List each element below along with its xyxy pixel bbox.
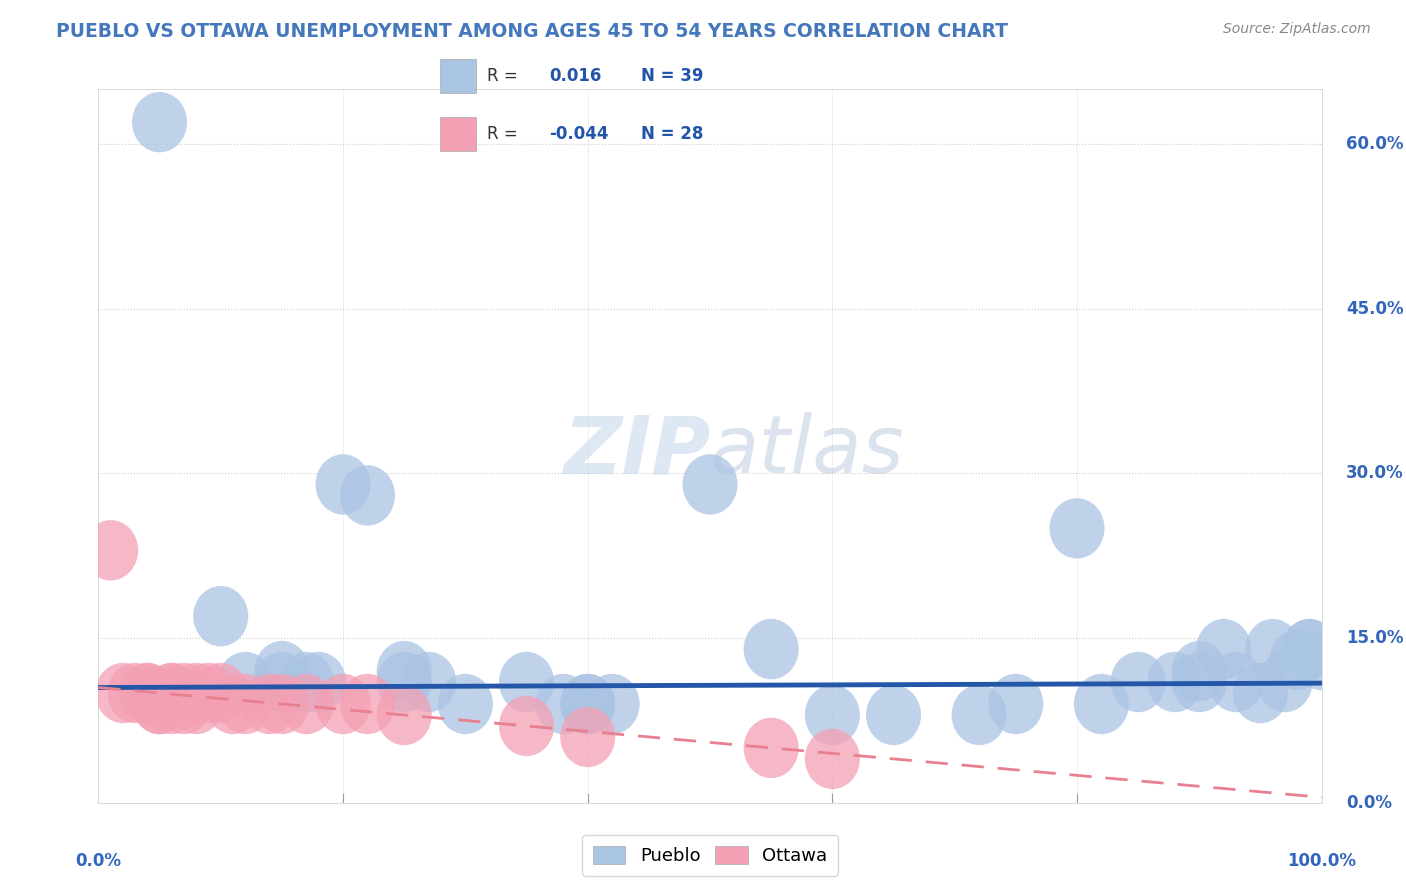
Ellipse shape [1246,619,1301,680]
Ellipse shape [1270,630,1324,690]
Ellipse shape [278,652,333,712]
Ellipse shape [682,454,738,515]
Ellipse shape [120,663,174,723]
Text: ZIP: ZIP [562,412,710,491]
Ellipse shape [1233,663,1288,723]
Ellipse shape [1209,652,1264,712]
Ellipse shape [132,92,187,153]
Ellipse shape [291,652,346,712]
Ellipse shape [744,619,799,680]
Ellipse shape [83,520,138,581]
Ellipse shape [560,673,616,734]
FancyBboxPatch shape [440,117,477,151]
Ellipse shape [181,663,236,723]
Ellipse shape [377,685,432,745]
Ellipse shape [536,673,591,734]
Legend: Pueblo, Ottawa: Pueblo, Ottawa [582,835,838,876]
Ellipse shape [585,673,640,734]
Ellipse shape [278,673,333,734]
Ellipse shape [108,663,163,723]
Ellipse shape [1171,652,1227,712]
Ellipse shape [254,652,309,712]
Ellipse shape [120,663,174,723]
Text: 60.0%: 60.0% [1346,135,1403,153]
Ellipse shape [193,663,249,723]
Ellipse shape [218,652,273,712]
Ellipse shape [1282,619,1337,680]
Ellipse shape [804,729,860,789]
Ellipse shape [744,718,799,778]
Ellipse shape [560,706,616,767]
Ellipse shape [218,673,273,734]
Text: 0.0%: 0.0% [1346,794,1392,812]
Ellipse shape [132,673,187,734]
Ellipse shape [169,663,224,723]
Ellipse shape [145,663,200,723]
Text: 30.0%: 30.0% [1346,465,1403,483]
FancyBboxPatch shape [440,59,477,93]
Ellipse shape [377,652,432,712]
Text: Source: ZipAtlas.com: Source: ZipAtlas.com [1223,22,1371,37]
Ellipse shape [1111,652,1166,712]
Text: 0.016: 0.016 [550,67,602,85]
Text: atlas: atlas [710,412,905,491]
Ellipse shape [1282,619,1337,680]
Text: R =: R = [488,67,517,85]
Text: 100.0%: 100.0% [1286,852,1357,871]
Ellipse shape [254,640,309,701]
Ellipse shape [315,454,371,515]
Text: PUEBLO VS OTTAWA UNEMPLOYMENT AMONG AGES 45 TO 54 YEARS CORRELATION CHART: PUEBLO VS OTTAWA UNEMPLOYMENT AMONG AGES… [56,22,1008,41]
Ellipse shape [377,640,432,701]
Ellipse shape [1294,630,1350,690]
Ellipse shape [988,673,1043,734]
Ellipse shape [1171,640,1227,701]
Text: -0.044: -0.044 [550,125,609,143]
Ellipse shape [315,673,371,734]
Ellipse shape [340,673,395,734]
Ellipse shape [499,696,554,756]
Ellipse shape [340,466,395,525]
Text: R =: R = [488,125,517,143]
Ellipse shape [132,673,187,734]
Ellipse shape [242,673,297,734]
Ellipse shape [145,673,200,734]
Ellipse shape [193,586,249,647]
Text: 15.0%: 15.0% [1346,629,1403,647]
Ellipse shape [169,673,224,734]
Ellipse shape [499,652,554,712]
Ellipse shape [952,685,1007,745]
Ellipse shape [401,652,456,712]
Text: N = 39: N = 39 [641,67,703,85]
Ellipse shape [560,673,616,734]
Ellipse shape [1257,652,1312,712]
Ellipse shape [1049,498,1105,558]
Ellipse shape [156,673,211,734]
Ellipse shape [254,673,309,734]
Text: 45.0%: 45.0% [1346,300,1403,318]
Ellipse shape [156,663,211,723]
Ellipse shape [1197,619,1251,680]
Ellipse shape [1147,652,1202,712]
Ellipse shape [96,663,150,723]
Ellipse shape [1074,673,1129,734]
Ellipse shape [866,685,921,745]
Ellipse shape [205,673,260,734]
Text: N = 28: N = 28 [641,125,703,143]
Text: 0.0%: 0.0% [76,852,121,871]
Ellipse shape [145,663,200,723]
Ellipse shape [437,673,494,734]
Ellipse shape [804,685,860,745]
